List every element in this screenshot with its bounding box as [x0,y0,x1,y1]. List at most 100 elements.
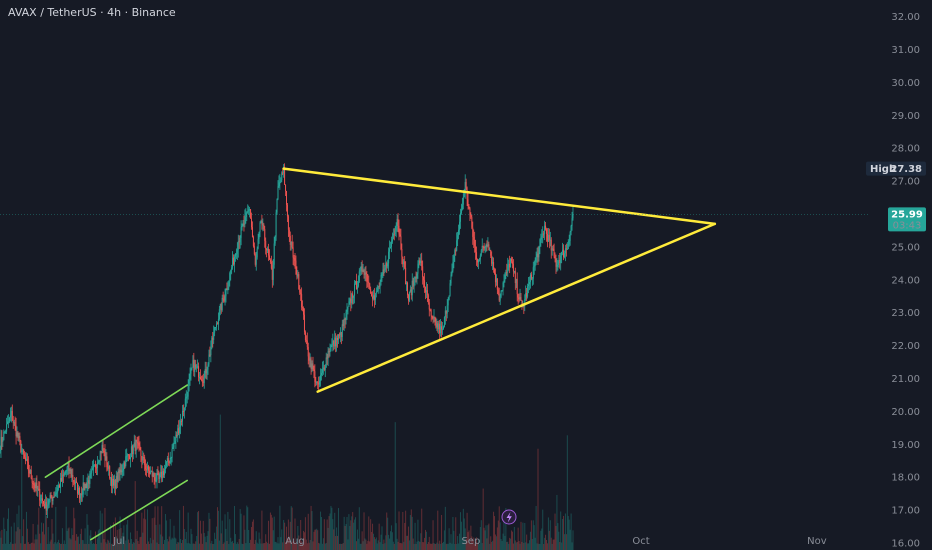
volume-bar [304,517,306,550]
candle-body [24,454,26,458]
volume-bar [244,529,246,550]
candle-body [324,367,326,370]
channel-line [44,384,189,478]
candle-body [307,346,309,357]
volume-bar [549,520,551,550]
candle-body [79,493,81,499]
candle-body [485,244,487,248]
volume-bar [571,542,573,550]
candle-body [523,305,525,307]
candle-body [215,327,217,329]
candle-body [381,274,383,276]
volume-bar [423,542,425,550]
volume-bar [140,536,142,550]
candle-body [97,462,99,464]
volume-bar [9,542,11,550]
candle-body [451,270,453,275]
candle-body [445,310,447,314]
candle-body [209,354,211,356]
volume-bar [459,512,461,550]
candle-body [26,459,28,462]
candle-body [43,503,45,509]
candle-body [395,226,397,231]
candle-body [293,257,295,259]
candle-body [134,442,136,451]
volume-bar [134,481,136,550]
candle-body [397,218,399,226]
candle-body [27,461,29,471]
candle-body [111,477,113,487]
volume-bar [164,539,166,550]
volume-bar [367,540,369,550]
volume-bar [515,542,517,550]
volume-bar [397,541,399,550]
candle-body [465,182,467,188]
volume-bar [158,543,160,550]
volume-bar [88,543,90,550]
y-tick-label: 19.00 [891,440,920,451]
candle-body [53,496,55,498]
candle-body [164,466,166,470]
candle-body [175,434,177,441]
volume-bar [182,505,184,550]
volume-bar [306,543,308,550]
volume-bar [144,509,146,550]
volume-bar [335,536,337,550]
candle-body [341,324,343,337]
candle-body [519,297,521,300]
candle-body [302,307,304,309]
candle-body [443,316,445,327]
volume-bar [297,525,299,550]
volume-bar [27,542,29,550]
candle-body [164,469,166,476]
candle-body [250,209,252,219]
volume-bar [272,530,274,550]
volume-bar [233,543,235,550]
volume-bar [97,530,99,550]
volume-bar [66,530,68,550]
volume-bar [451,543,453,550]
candle-body [142,457,144,461]
candle-body [276,199,278,213]
volume-bar [554,513,556,550]
candle-body [119,469,121,474]
volume-bar [309,540,311,550]
volume-bar [364,538,366,550]
volume-bar [482,488,484,550]
candle-body [10,411,12,416]
volume-bar [257,543,259,550]
volume-bar [113,543,115,550]
volume-bar [453,530,455,550]
y-tick-label: 27.00 [891,177,920,188]
candle-body [5,431,7,433]
candle-body [241,226,243,228]
volume-bar [39,533,41,550]
volume-bar [429,543,431,550]
candle-body [23,449,25,455]
candle-body [102,444,104,451]
candle-body [260,221,262,223]
candle-body [219,303,221,310]
candle-body [181,420,183,422]
volume-bar [538,543,540,550]
volume-bar [108,540,110,550]
candle-body [64,472,66,474]
volume-bar [311,511,313,550]
volume-bar [436,542,438,550]
volume-bar [265,534,267,550]
candle-body [484,247,486,249]
volume-bar [81,539,83,550]
volume-bar [49,541,51,550]
volume-bar [105,542,107,550]
candle-body [380,274,382,282]
volume-bar [189,543,191,550]
candle-body [243,223,245,225]
volume-bar [479,527,481,550]
volume-bar [159,524,161,550]
volume-bar [417,519,419,550]
candle-body [87,480,89,484]
volume-bar [433,543,435,550]
volume-bar [238,538,240,550]
volume-bar [487,525,489,550]
